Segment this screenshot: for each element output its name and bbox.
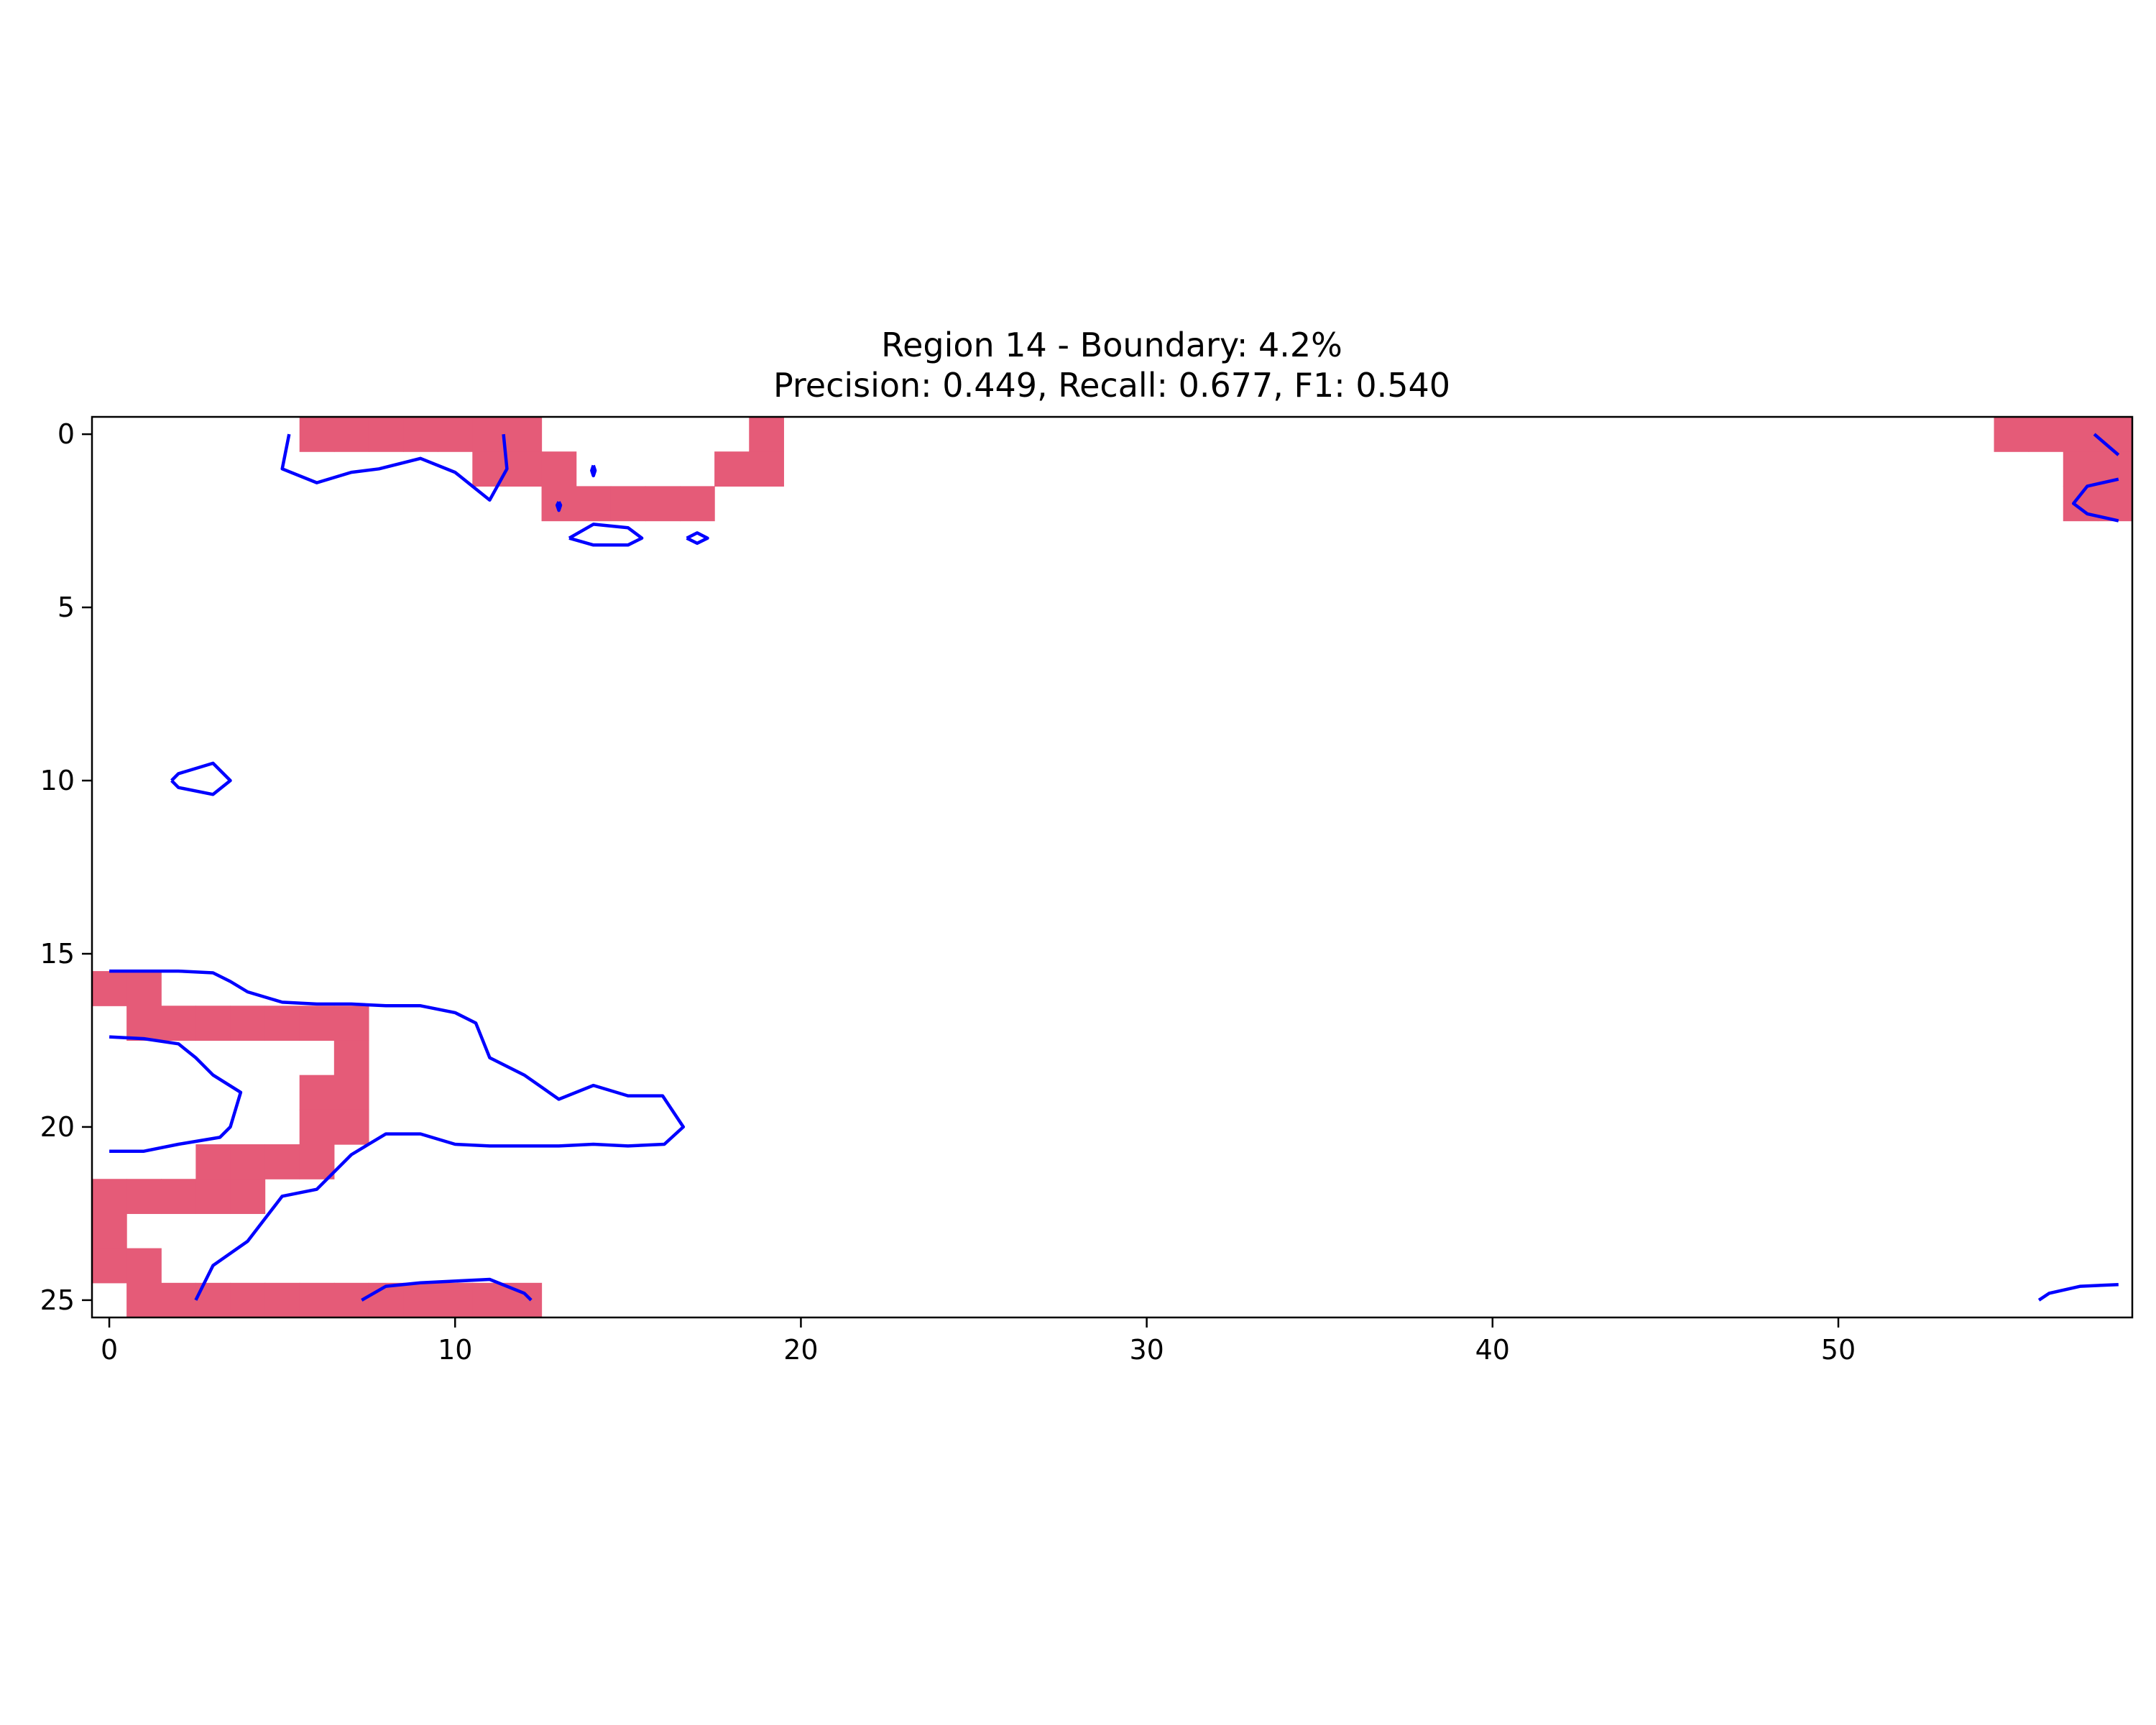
mask-cell: [541, 451, 577, 487]
mask-cell: [92, 1179, 127, 1215]
mask-cell: [195, 1006, 231, 1041]
mask-cell: [368, 417, 404, 452]
mask-cell: [2097, 417, 2133, 452]
y-tick-label: 15: [40, 938, 75, 970]
x-tick-label: 10: [438, 1334, 472, 1366]
mask-cell: [161, 1282, 196, 1318]
mask-cell: [438, 417, 473, 452]
mask-cell: [472, 1282, 508, 1318]
mask-cell: [2063, 417, 2099, 452]
mask-cell: [92, 1213, 127, 1249]
mask-cell: [749, 417, 784, 452]
mask-cell: [333, 417, 369, 452]
contour-line: [686, 531, 709, 546]
mask-cell: [2063, 451, 2099, 487]
mask-cell: [507, 417, 543, 452]
mask-cell: [1994, 417, 2030, 452]
mask-cell: [264, 1006, 300, 1041]
mask-cell: [576, 486, 612, 522]
mask-cell: [264, 1144, 300, 1179]
mask-cell: [749, 451, 784, 487]
y-tick-label: 5: [57, 592, 75, 623]
mask-cell: [161, 1179, 196, 1215]
mask-cell: [161, 1006, 196, 1041]
prediction-contour-layer: [109, 433, 2120, 1302]
mask-cell: [195, 1179, 231, 1215]
mask-cell: [126, 1006, 162, 1041]
contour-line: [568, 523, 644, 547]
mask-cell: [299, 1075, 335, 1110]
x-tick-label: 20: [783, 1334, 818, 1366]
mask-cell: [2097, 486, 2133, 522]
mask-cell: [472, 417, 508, 452]
x-tick-label: 30: [1129, 1334, 1164, 1366]
y-tick-label: 0: [57, 418, 75, 450]
mask-cell: [610, 486, 646, 522]
mask-cell: [403, 417, 438, 452]
x-tick-label: 50: [1821, 1334, 1856, 1366]
plot-area-frame: [91, 415, 2134, 1319]
mask-cell: [299, 1282, 335, 1318]
y-tick-label: 25: [40, 1284, 75, 1316]
mask-cell: [438, 1282, 473, 1318]
chart-title: Region 14 - Boundary: 4.2%: [881, 326, 1342, 364]
mask-cell: [333, 1075, 369, 1110]
contour-line: [590, 464, 597, 478]
mask-cell: [333, 1006, 369, 1041]
mask-cell: [92, 971, 127, 1006]
mask-cell: [92, 1248, 127, 1284]
mask-cell: [299, 417, 335, 452]
mask-cell: [126, 1248, 162, 1284]
mask-cell: [126, 1179, 162, 1215]
x-axis: 0 10 20 30 40 50: [101, 1317, 1856, 1366]
x-tick-label: 40: [1475, 1334, 1510, 1366]
mask-cell: [264, 1282, 300, 1318]
mask-cell: [126, 1282, 162, 1318]
mask-cell: [333, 1109, 369, 1145]
contour-line: [2093, 433, 2120, 456]
y-tick-label: 20: [40, 1111, 75, 1143]
mask-cell: [195, 1144, 231, 1179]
mask-cell: [299, 1144, 335, 1179]
contour-line: [280, 433, 509, 502]
chart-subtitle: Precision: 0.449, Recall: 0.677, F1: 0.5…: [773, 366, 1450, 405]
mask-cell: [230, 1144, 266, 1179]
x-tick-label: 0: [101, 1334, 118, 1366]
mask-cell: [230, 1179, 266, 1215]
contour-line: [361, 1277, 533, 1302]
contour-line: [555, 501, 563, 512]
contour-line: [170, 761, 232, 796]
mask-cell: [230, 1282, 266, 1318]
mask-cell: [714, 451, 750, 487]
contour-line: [2037, 1282, 2119, 1302]
y-tick-label: 10: [40, 765, 75, 796]
mask-cell: [645, 486, 681, 522]
mask-cell: [230, 1006, 266, 1041]
mask-cell: [2028, 417, 2064, 452]
mask-cell: [507, 451, 543, 487]
mask-cell: [403, 1282, 438, 1318]
y-axis: 0 5 10 15 20 25: [40, 418, 92, 1316]
mask-cell: [680, 486, 715, 522]
mask-cell: [368, 1282, 404, 1318]
contour-line: [2071, 477, 2119, 523]
contour-line: [109, 1035, 243, 1153]
mask-cell: [126, 971, 162, 1006]
mask-cell: [299, 1109, 335, 1145]
contour-line: [109, 969, 686, 1301]
mask-cell: [333, 1040, 369, 1076]
boundary-mask-layer: [92, 417, 2133, 1318]
mask-cell: [299, 1006, 335, 1041]
mask-cell: [472, 451, 508, 487]
